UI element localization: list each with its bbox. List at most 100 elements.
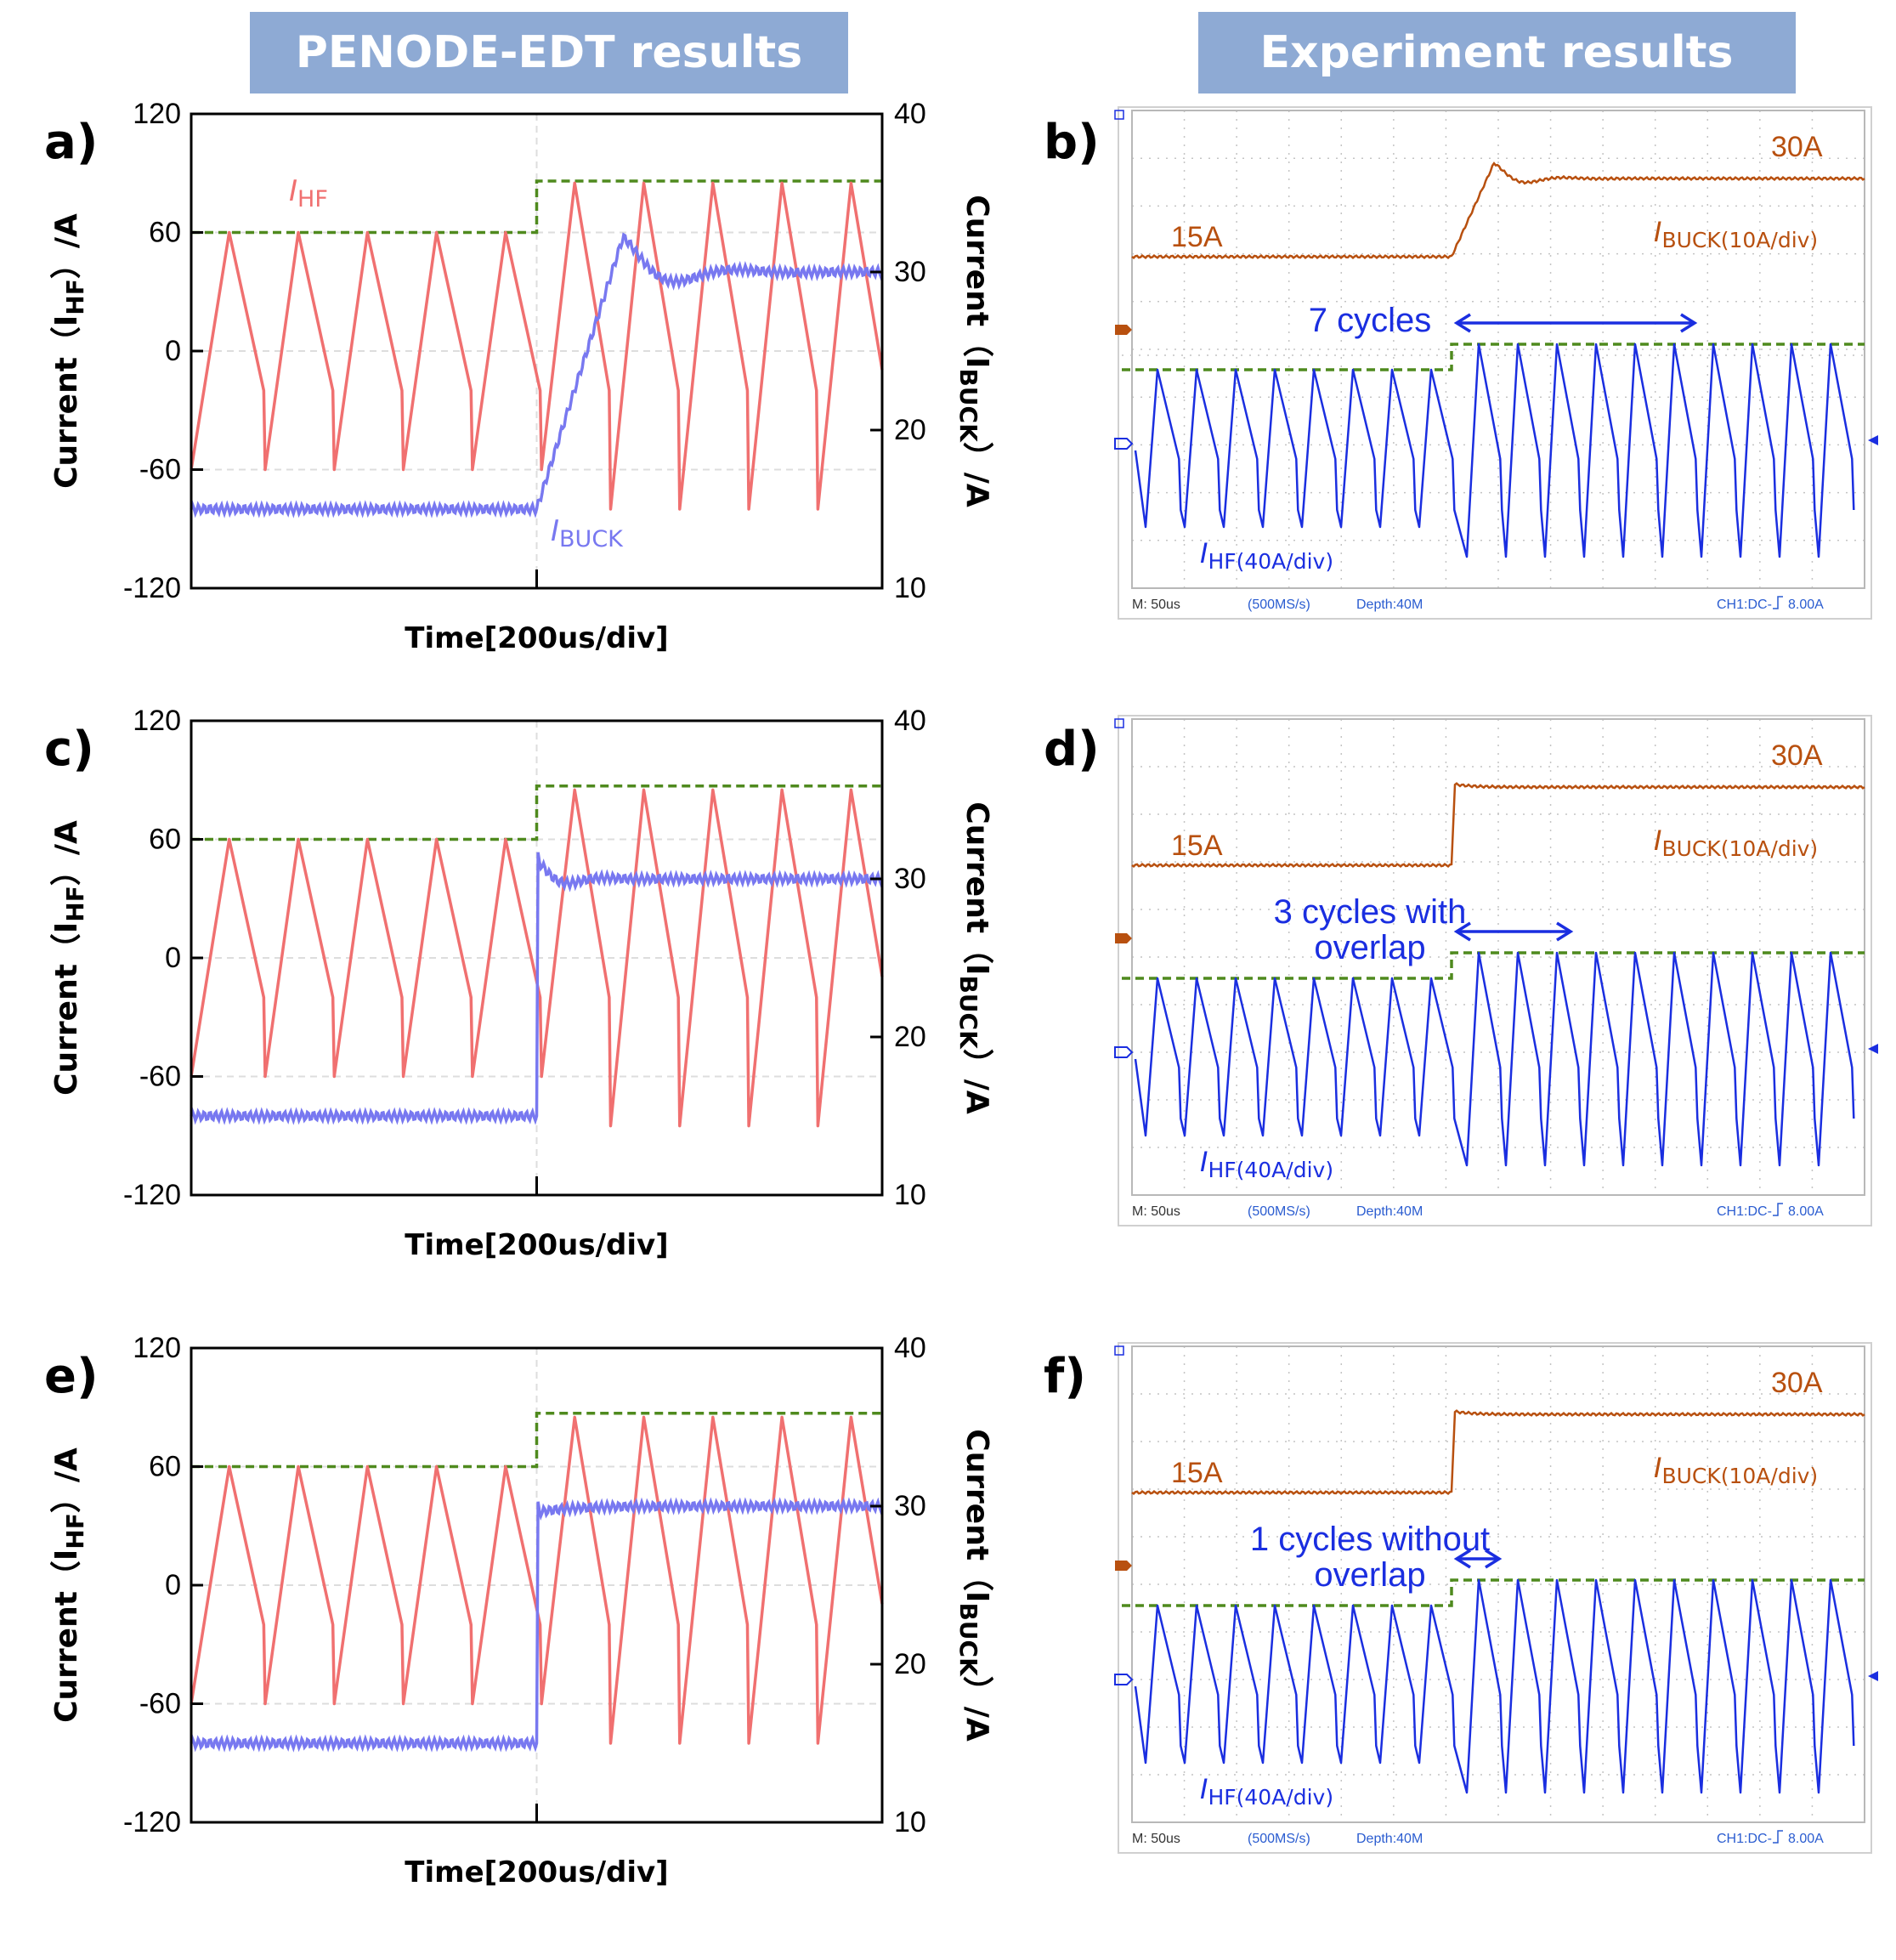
- scope-ibuck-trace: [1131, 1409, 1865, 1496]
- y-right-label-text-part: ）/A: [959, 442, 994, 507]
- panel-label: a): [44, 115, 98, 170]
- scope-buck-name-label: IBUCK(10A/div): [1654, 216, 1818, 252]
- ihf-series-label: IHF: [289, 174, 328, 212]
- y-left-tick-label: -60: [139, 454, 181, 486]
- scope-buck-high-label: 30A: [1771, 1367, 1823, 1399]
- ch2-marker-icon: [1115, 325, 1132, 335]
- y-left-label-text: Current（IHF）/A: [49, 820, 89, 1096]
- scope-footer-time: M: 50us: [1132, 1204, 1180, 1219]
- panel-a: a) 120 60 0 -60 -120 40 30 20 10 Time[200us/div] Cu…: [44, 98, 994, 655]
- scope-buck-low-label: 15A: [1171, 221, 1223, 253]
- panel-label: c): [44, 722, 94, 777]
- ihf-sim-wave: [190, 1415, 884, 1745]
- y-left-label-text-part: Current（I: [49, 922, 84, 1096]
- ch1-marker-icon: [1114, 438, 1134, 450]
- ibuck-series-label: IBUCK: [551, 514, 624, 552]
- scope-footer-time: M: 50us: [1132, 1832, 1180, 1846]
- panel-label: e): [44, 1349, 99, 1404]
- x-axis-label: Time[200us/div]: [405, 1228, 668, 1262]
- scope-buck-name-label-part: I: [1654, 1452, 1661, 1484]
- header-right-bg: [1198, 12, 1796, 93]
- scope-ihf-name-label-part: I: [1200, 537, 1208, 569]
- scope-annotation-line: overlap: [1314, 1556, 1425, 1594]
- ibuck-series-label-part: BUCK: [559, 526, 624, 552]
- y-right-label-text: Current（IBUCK）/A: [954, 802, 994, 1114]
- y-right-label: Current（IBUCK）/A: [954, 1429, 994, 1742]
- scope-buck-low-label: 15A: [1171, 1457, 1223, 1489]
- y-right-label-text-part: BUCK: [954, 368, 982, 443]
- trigger-edge-icon: [1773, 1203, 1783, 1216]
- scope-annotation-line: 1 cycles without: [1250, 1521, 1490, 1558]
- ibuck-sim-wave: [190, 852, 884, 1125]
- x-axis-label: Time[200us/div]: [405, 621, 668, 655]
- scope-buck-name-label: IBUCK(10A/div): [1654, 824, 1818, 861]
- scope-buck-high-label: 30A: [1771, 739, 1823, 772]
- scope-outer-frame: [1118, 1342, 1872, 1854]
- y-left-label: Current（IHF）/A: [49, 1447, 89, 1723]
- scope-reference-line: [1122, 343, 1865, 371]
- scope-ihf-trace: [1134, 951, 1855, 1167]
- scope-ihf-name-label-part: I: [1200, 1773, 1208, 1805]
- scope-footer-level: 8.00A: [1788, 598, 1824, 612]
- scope-footer-trigger: CH1:DC-: [1717, 1832, 1772, 1846]
- scope-footer-trigger: CH1:DC-: [1717, 1204, 1772, 1219]
- y-left-label-text-part: ）/A: [49, 213, 84, 279]
- scope-footer-trigger: CH1:DC-: [1717, 598, 1772, 612]
- arrow-left-head-icon: [1453, 1549, 1471, 1569]
- ch2-marker-icon: [1115, 933, 1132, 943]
- y-left-tick-label: 0: [165, 1569, 181, 1601]
- arrow-right-head-icon: [1680, 313, 1698, 333]
- x-axis-label: Time[200us/div]: [405, 1855, 668, 1889]
- scope-footer-rate: (500MS/s): [1248, 1832, 1310, 1846]
- y-left-tick-label: 60: [149, 1451, 181, 1483]
- ihf-series-label-part: I: [289, 174, 297, 208]
- y-left-label-text-part: ）/A: [49, 820, 84, 886]
- scope-ihf-name-label: IHF(40A/div): [1200, 1773, 1333, 1810]
- scope-ihf-name-label-part: I: [1200, 1146, 1208, 1178]
- y-left-label-text-part: HF: [61, 1513, 89, 1549]
- y-right-label-text-part: BUCK: [954, 1602, 982, 1677]
- scope-footer-depth: Depth:40M: [1356, 1204, 1423, 1219]
- ch1-marker-icon: [1114, 1046, 1134, 1058]
- ibuck-sim-wave: [190, 232, 884, 518]
- trigger-edge-icon: [1773, 596, 1783, 609]
- y-right-tick-label: 40: [894, 98, 926, 130]
- reference-line: [191, 179, 882, 235]
- y-left-tick-label: -120: [123, 572, 181, 604]
- scope-ibuck-trace: [1131, 782, 1865, 869]
- scope-buck-high-label: 30A: [1771, 131, 1823, 163]
- arrow-left-head-icon: [1453, 313, 1471, 333]
- reference-line: [191, 1411, 882, 1469]
- y-right-tick-label: 10: [894, 1179, 926, 1211]
- y-right-label-text-part: BUCK: [954, 975, 982, 1050]
- y-left-label-text-part: Current（I: [49, 1549, 84, 1723]
- y-left-label-text-part: ）/A: [49, 1447, 84, 1513]
- arrow-right-head-icon: [1485, 1549, 1503, 1569]
- y-left-tick-label: 60: [149, 824, 181, 856]
- scope-annotation-line: overlap: [1314, 929, 1425, 966]
- y-left-label-text-part: Current（I: [49, 315, 84, 489]
- y-left-tick-label: -60: [139, 1061, 181, 1093]
- trigger-edge-icon: [1773, 1830, 1783, 1844]
- ch1-marker-icon: [1114, 1674, 1134, 1685]
- scope-buck-name-label-part: I: [1654, 824, 1661, 857]
- y-left-label-text-part: HF: [61, 279, 89, 315]
- y-right-tick-label: 30: [894, 1490, 926, 1522]
- scope-ihf-name-label-part: HF(40A/div): [1208, 549, 1333, 574]
- header-left-bg: [250, 12, 848, 93]
- scope-buck-name-label: IBUCK(10A/div): [1654, 1452, 1818, 1488]
- scope-buck-low-label: 15A: [1171, 830, 1223, 862]
- scope-buck-name-label-part: I: [1654, 216, 1661, 248]
- scope-ihf-name-label: IHF(40A/div): [1200, 1146, 1333, 1182]
- ibuck-series-label-part: I: [551, 514, 559, 548]
- scope-ihf-trace: [1134, 343, 1855, 558]
- y-right-label-text-part: ）/A: [959, 1676, 994, 1742]
- scope-annotation-line: 7 cycles: [1309, 302, 1432, 339]
- scope-ihf-trace: [1134, 1578, 1855, 1794]
- y-right-tick-label: 40: [894, 705, 926, 737]
- panel-label: f): [1044, 1349, 1086, 1404]
- scope-buck-name-label-part: BUCK(10A/div): [1661, 1464, 1818, 1488]
- y-right-tick-label: 30: [894, 863, 926, 895]
- ihf-sim-wave: [190, 181, 884, 511]
